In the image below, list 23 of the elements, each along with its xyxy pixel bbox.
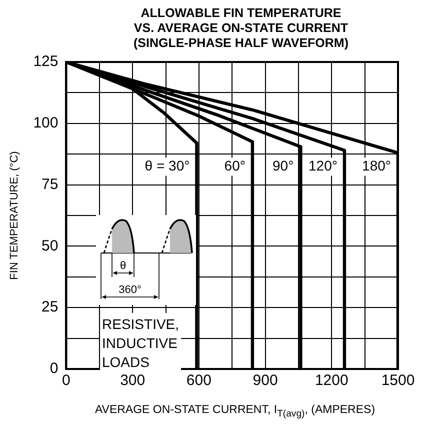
y-tick-label: 75 (42, 176, 58, 193)
annotation: RESISTIVE, INDUCTIVE LOADS (100, 313, 182, 374)
x-axis-title: AVERAGE ON-STATE CURRENT, I$_{T(avg)}$, (AMPERES) (94, 404, 376, 420)
x-tick-label: 600 (186, 372, 212, 390)
annotation: θ (120, 260, 126, 272)
y-tick-label: 0 (50, 360, 58, 378)
y-tick-label: 25 (42, 298, 58, 316)
x-tick-label: 300 (120, 372, 146, 390)
x-tick-label: 900 (252, 372, 278, 390)
y-tick-label: 100 (33, 114, 58, 132)
x-tick-label: 0 (62, 372, 70, 390)
y-tick-label: 50 (42, 237, 58, 254)
series-label: θ = 30° (144, 158, 190, 174)
series-label: 60° (224, 158, 246, 174)
y-tick-label: 125 (33, 53, 58, 70)
x-tick-label: 1500 (381, 372, 415, 390)
series-label: 90° (272, 158, 294, 174)
x-tick-label: 1200 (314, 372, 348, 390)
y-axis-title: FIN TEMPERATURE, (°C) (8, 151, 21, 280)
series-label: 120° (308, 158, 338, 174)
chart-title: ALLOWABLE FIN TEMPERATURE VS. AVERAGE ON-STATE CURRENT (SINGLE-PHASE HALF WAVEFORM) (132, 6, 350, 51)
annotation: 360° (118, 284, 142, 296)
series-label: 180° (362, 158, 391, 174)
